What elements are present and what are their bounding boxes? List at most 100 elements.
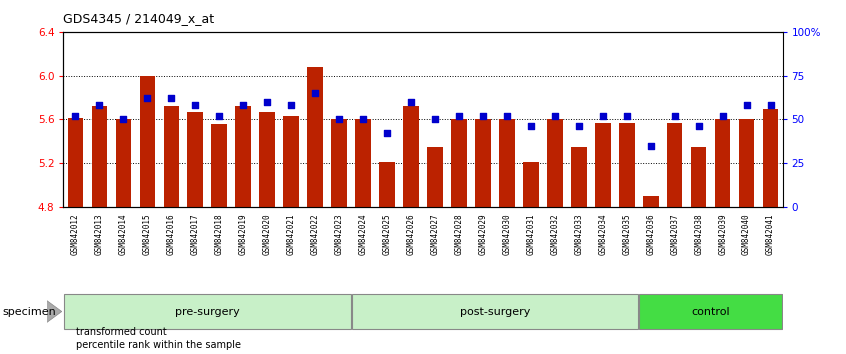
- Bar: [355, 120, 371, 207]
- Text: GSM842019: GSM842019: [239, 213, 248, 255]
- Point: [164, 96, 178, 101]
- Point: [261, 99, 274, 105]
- Point: [308, 90, 321, 96]
- Text: GSM842027: GSM842027: [431, 213, 439, 255]
- Bar: [427, 147, 442, 207]
- Bar: [763, 109, 778, 207]
- FancyBboxPatch shape: [640, 293, 782, 330]
- Text: transformed count: transformed count: [76, 327, 167, 337]
- Bar: [116, 120, 131, 207]
- Text: GSM842032: GSM842032: [551, 213, 559, 255]
- Bar: [691, 147, 706, 207]
- Point: [212, 113, 226, 119]
- Point: [692, 124, 706, 129]
- Text: GSM842028: GSM842028: [454, 213, 464, 255]
- Text: GSM842041: GSM842041: [766, 213, 775, 255]
- Bar: [163, 106, 179, 207]
- Point: [380, 131, 393, 136]
- Text: GSM842037: GSM842037: [670, 213, 679, 255]
- Text: GSM842029: GSM842029: [479, 213, 487, 255]
- Bar: [739, 120, 755, 207]
- Bar: [68, 118, 83, 207]
- Point: [739, 103, 753, 108]
- Text: GSM842040: GSM842040: [742, 213, 751, 255]
- Point: [452, 113, 465, 119]
- Bar: [547, 120, 563, 207]
- Polygon shape: [47, 300, 62, 323]
- Text: GSM842018: GSM842018: [215, 213, 223, 255]
- Point: [572, 124, 585, 129]
- Point: [117, 117, 130, 122]
- Text: GSM842012: GSM842012: [71, 213, 80, 255]
- Text: GSM842021: GSM842021: [287, 213, 295, 255]
- Text: GSM842034: GSM842034: [598, 213, 607, 255]
- Text: GSM842015: GSM842015: [143, 213, 151, 255]
- Text: GSM842035: GSM842035: [623, 213, 631, 255]
- Text: GSM842030: GSM842030: [503, 213, 511, 255]
- Point: [764, 103, 777, 108]
- Bar: [619, 123, 634, 207]
- Text: GSM842031: GSM842031: [526, 213, 536, 255]
- Point: [332, 117, 346, 122]
- Text: GSM842022: GSM842022: [310, 213, 320, 255]
- Bar: [595, 123, 611, 207]
- Bar: [91, 106, 107, 207]
- Text: GSM842026: GSM842026: [407, 213, 415, 255]
- Point: [92, 103, 106, 108]
- FancyBboxPatch shape: [352, 293, 638, 330]
- Text: GSM842036: GSM842036: [646, 213, 655, 255]
- Point: [716, 113, 729, 119]
- Text: GDS4345 / 214049_x_at: GDS4345 / 214049_x_at: [63, 12, 215, 25]
- Bar: [140, 76, 155, 207]
- Bar: [212, 124, 227, 207]
- Point: [548, 113, 562, 119]
- Point: [404, 99, 418, 105]
- Bar: [260, 112, 275, 207]
- Bar: [379, 162, 395, 207]
- Point: [620, 113, 634, 119]
- Text: GSM842013: GSM842013: [95, 213, 104, 255]
- Text: GSM842033: GSM842033: [574, 213, 583, 255]
- Text: GSM842025: GSM842025: [382, 213, 392, 255]
- Bar: [283, 116, 299, 207]
- Text: GSM842017: GSM842017: [191, 213, 200, 255]
- Bar: [475, 120, 491, 207]
- Point: [428, 117, 442, 122]
- Text: post-surgery: post-surgery: [459, 307, 530, 316]
- Bar: [235, 106, 251, 207]
- Text: percentile rank within the sample: percentile rank within the sample: [76, 340, 241, 350]
- Bar: [307, 67, 323, 207]
- Bar: [523, 162, 539, 207]
- Point: [140, 96, 154, 101]
- Text: specimen: specimen: [3, 307, 57, 316]
- Bar: [404, 106, 419, 207]
- Point: [284, 103, 298, 108]
- Bar: [188, 112, 203, 207]
- Point: [69, 113, 82, 119]
- Bar: [715, 120, 730, 207]
- Text: GSM842016: GSM842016: [167, 213, 176, 255]
- Point: [476, 113, 490, 119]
- Bar: [332, 120, 347, 207]
- Text: GSM842014: GSM842014: [119, 213, 128, 255]
- Bar: [643, 196, 658, 207]
- Text: GSM842038: GSM842038: [695, 213, 703, 255]
- Text: GSM842039: GSM842039: [718, 213, 727, 255]
- Point: [524, 124, 537, 129]
- Point: [189, 103, 202, 108]
- Text: GSM842020: GSM842020: [263, 213, 272, 255]
- Point: [236, 103, 250, 108]
- Point: [667, 113, 681, 119]
- Text: pre-surgery: pre-surgery: [175, 307, 239, 316]
- FancyBboxPatch shape: [64, 293, 350, 330]
- Text: GSM842024: GSM842024: [359, 213, 367, 255]
- Point: [500, 113, 514, 119]
- Text: GSM842023: GSM842023: [335, 213, 343, 255]
- Point: [644, 143, 657, 149]
- Point: [356, 117, 370, 122]
- Bar: [667, 123, 683, 207]
- Bar: [499, 120, 514, 207]
- Bar: [451, 120, 467, 207]
- Bar: [571, 147, 586, 207]
- Text: control: control: [691, 307, 730, 316]
